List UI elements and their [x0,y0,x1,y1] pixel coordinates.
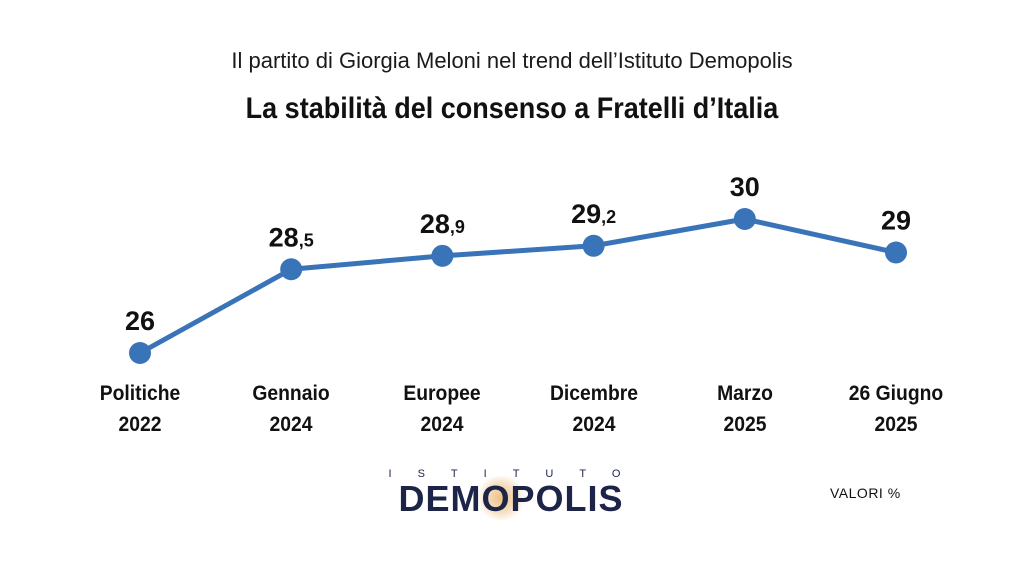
category-label: Dicembre 2024 [529,378,658,440]
data-point [582,234,605,257]
data-point [280,258,303,281]
category-label-line: 2024 [572,413,616,436]
category-label: Gennaio 2024 [227,378,356,440]
category-label-line: 2024 [420,413,464,436]
data-point [129,342,151,364]
data-label: 30 [730,172,760,202]
data-label: 26 [125,306,155,336]
chart-title: La stabilità del consenso a Fratelli d’I… [245,92,779,125]
category-label-line: 26 Giugno [848,382,944,405]
category-label-line: 2025 [723,413,767,436]
chart-subtitle: Il partito di Giorgia Meloni nel trend d… [231,48,793,73]
demopolis-logo: ISTITUTO DEMOPOLIS [368,468,654,520]
category-label: Politiche 2022 [76,378,205,440]
category-label-line: 2024 [269,413,313,436]
data-point [885,241,907,264]
data-point [733,208,756,230]
category-label-line: Dicembre [549,382,638,405]
category-label-line: Europee [403,382,482,405]
category-label-line: Politiche [99,382,181,405]
category-label-line: Marzo [716,382,773,405]
category-label: Europee 2024 [378,378,507,440]
data-label: 29,2 [571,199,616,229]
data-label: 29 [881,206,911,236]
logo-glow [476,476,526,520]
category-label-line: Gennaio [252,382,330,405]
category-label-line: 2022 [118,413,162,436]
data-label: 28,5 [269,222,314,252]
data-label: 28,9 [420,209,465,239]
data-point [431,244,454,267]
logo-main-text: DEMOPOLIS [398,478,624,519]
units-label: VALORI % [830,485,901,501]
logo-small-text: ISTITUTO [388,468,647,480]
series-line [138,216,897,356]
category-label: 26 Giugno 2025 [832,378,961,440]
category-label: Marzo 2025 [680,378,809,440]
category-label-line: 2025 [874,413,918,436]
